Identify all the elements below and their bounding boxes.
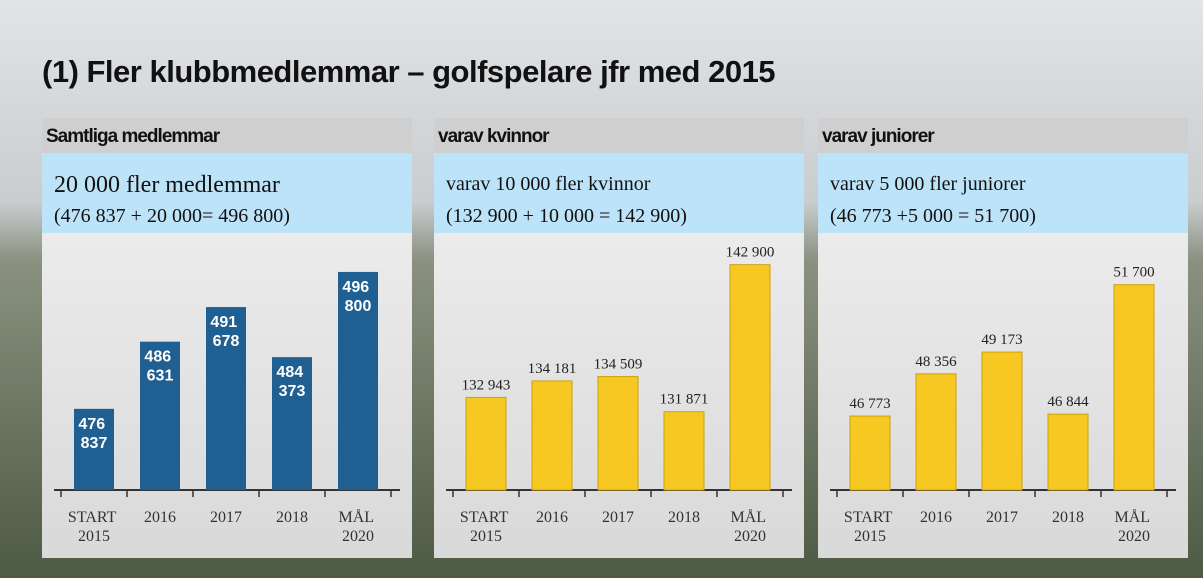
- summary: (132 900 + 10 000 = 142 900): [446, 205, 687, 227]
- x-tick-label: 2016: [920, 509, 952, 526]
- value-label: 131 871: [660, 392, 709, 408]
- x-tick-label: MÅL 2020: [731, 508, 770, 545]
- value-label: 134 181: [528, 361, 577, 377]
- value-label: 51 700: [1113, 265, 1154, 281]
- summary: (476 837 + 20 000= 496 800): [54, 205, 290, 227]
- bar: [206, 307, 246, 490]
- bar: [465, 396, 507, 491]
- x-tick-label: 2016: [536, 509, 568, 526]
- bar: [915, 373, 957, 491]
- panel-title: Samtliga medlemmar: [46, 126, 221, 147]
- x-tick-label: 2018: [1052, 509, 1084, 526]
- value-label: 486 631: [144, 349, 175, 385]
- x-tick-label: 2017: [602, 509, 634, 526]
- x-tick-label: 2016: [144, 509, 176, 526]
- value-label: 49 173: [981, 332, 1022, 348]
- panel-header: [42, 118, 412, 153]
- panel-title: varav juniorer: [822, 126, 935, 147]
- summary: 20 000 fler medlemmar: [54, 172, 280, 198]
- bar: [663, 411, 705, 491]
- summary: varav 10 000 fler kvinnor: [446, 173, 651, 195]
- summary: (46 773 +5 000 = 51 700): [830, 205, 1036, 227]
- value-label: 46 773: [849, 396, 890, 412]
- panel-header: [818, 118, 1188, 153]
- bar: [74, 408, 114, 490]
- x-tick-label: MÅL 2020: [339, 508, 378, 545]
- x-tick-label: 2017: [986, 509, 1018, 526]
- panel-header: [434, 118, 804, 153]
- bar: [849, 415, 891, 491]
- summary: varav 5 000 fler juniorer: [830, 173, 1026, 195]
- x-tick-label: START 2015: [844, 509, 896, 545]
- summary-box: [818, 153, 1188, 233]
- x-tick-label: 2018: [668, 509, 700, 526]
- x-tick-label: 2018: [276, 509, 308, 526]
- x-tick-label: START 2015: [68, 509, 120, 545]
- value-label: 142 900: [726, 245, 775, 261]
- bar: [729, 264, 771, 491]
- bar: [597, 376, 639, 491]
- value-label: 48 356: [915, 354, 957, 370]
- value-label: 496 800: [342, 279, 373, 315]
- bar: [272, 357, 312, 490]
- bar: [140, 341, 180, 490]
- page-title: (1) Fler klubbmedlemmar – golfspelare jf…: [42, 54, 775, 89]
- value-label: 132 943: [462, 377, 511, 393]
- bar: [981, 351, 1023, 491]
- bar: [1113, 284, 1155, 491]
- value-label: 46 844: [1047, 394, 1089, 410]
- value-label: 476 837: [78, 416, 109, 452]
- bar: [1047, 413, 1089, 491]
- value-label: 484 373: [276, 364, 307, 400]
- bar: [338, 271, 378, 490]
- panel-title: varav kvinnor: [438, 126, 550, 147]
- x-tick-label: MÅL 2020: [1115, 508, 1154, 545]
- value-label: 491 678: [210, 314, 241, 350]
- bar: [531, 380, 573, 491]
- summary-box: [42, 153, 412, 233]
- value-label: 134 509: [594, 357, 643, 373]
- summary-box: [434, 153, 804, 233]
- x-tick-label: 2017: [210, 509, 242, 526]
- x-tick-label: START 2015: [460, 509, 512, 545]
